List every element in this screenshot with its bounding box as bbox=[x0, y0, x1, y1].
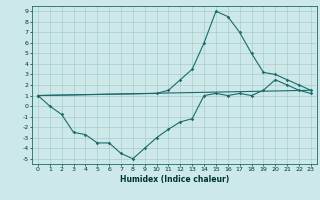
X-axis label: Humidex (Indice chaleur): Humidex (Indice chaleur) bbox=[120, 175, 229, 184]
